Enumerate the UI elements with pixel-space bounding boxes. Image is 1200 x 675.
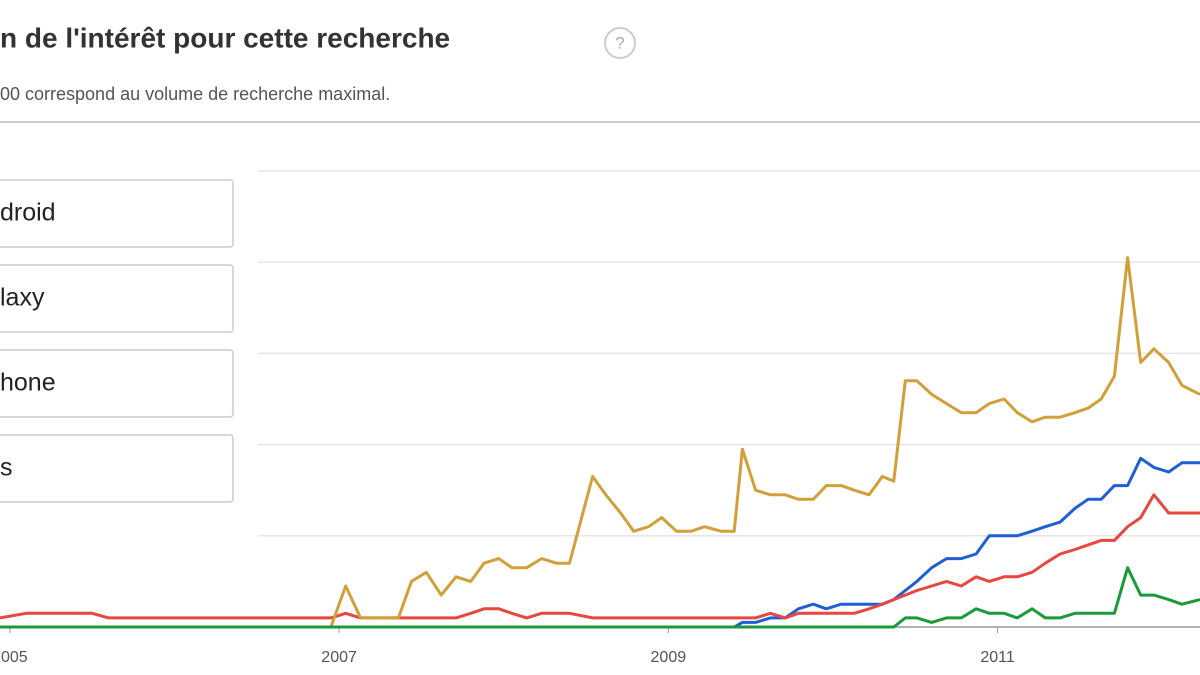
subtitle: 00 correspond au volume de recherche max…	[0, 84, 390, 104]
x-tick-label: 2005	[0, 649, 28, 666]
series-line	[0, 566, 1200, 629]
legend-label[interactable]: s	[0, 454, 13, 482]
series-line	[0, 256, 1200, 629]
x-tick-label: 2011	[980, 649, 1015, 666]
help-text[interactable]: ?	[615, 33, 624, 52]
x-tick-label: 2009	[651, 649, 687, 666]
legend-box[interactable]	[0, 434, 234, 503]
legend-box[interactable]	[0, 264, 234, 333]
series-line	[0, 493, 1200, 620]
legend-label[interactable]: droid	[0, 199, 56, 227]
chart-title: n de l'intérêt pour cette recherche	[0, 22, 450, 53]
legend-box[interactable]	[0, 349, 234, 418]
legend-box[interactable]	[0, 179, 234, 248]
x-tick-label: 2007	[321, 649, 357, 666]
legend-label[interactable]: hone	[0, 369, 56, 397]
legend-label[interactable]: laxy	[0, 284, 45, 312]
help-icon[interactable]	[604, 27, 636, 59]
